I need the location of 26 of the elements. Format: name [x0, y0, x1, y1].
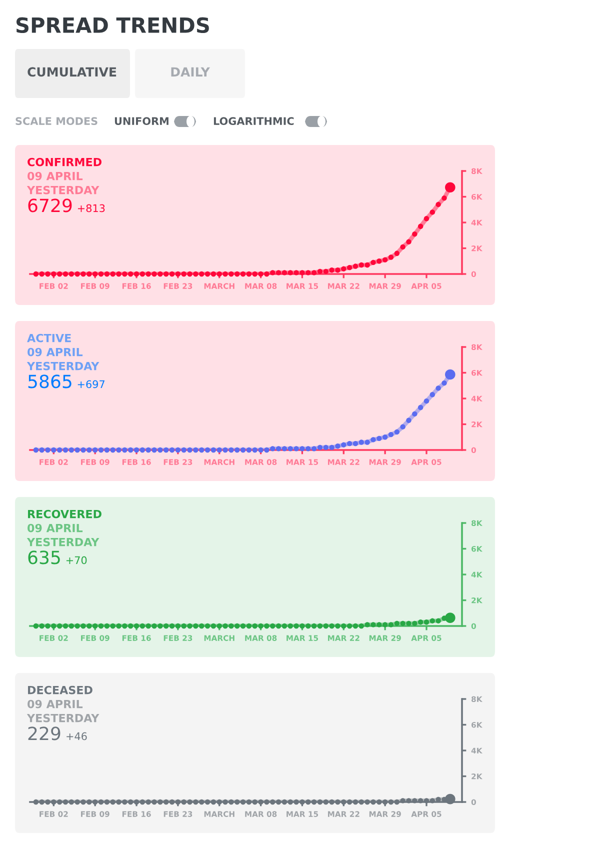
annotation: YESTERDAY — [26, 538, 100, 546]
chart-title: DECEASED — [28, 686, 92, 694]
chart-subtitle: 09 APRIL — [28, 524, 83, 532]
text: SCALE MODES — [16, 117, 98, 126]
annotation: YESTERDAY — [26, 714, 100, 722]
text: CUMULATIVE — [28, 67, 116, 77]
chart-title: ACTIVE — [27, 334, 71, 342]
text: UNIFORM — [114, 117, 168, 126]
annotation: YESTERDAY — [26, 186, 100, 194]
text: LOGARITHMIC — [214, 117, 294, 126]
text: SPREAD TRENDS — [16, 17, 209, 34]
annotation: +697 — [78, 380, 104, 388]
annotation: +70 — [66, 556, 87, 564]
annotation: 5865 — [28, 374, 72, 388]
annotation: 229 — [28, 726, 60, 740]
annotation: +46 — [66, 732, 87, 740]
chart-subtitle: 09 APRIL — [28, 172, 83, 180]
text: DAILY — [171, 67, 210, 76]
chart-subtitle: 09 APRIL — [28, 700, 83, 708]
chart-subtitle: 09 APRIL — [28, 348, 83, 356]
chart-title: RECOVERED — [28, 510, 102, 518]
annotation: +813 — [78, 204, 105, 212]
annotation: YESTERDAY — [26, 362, 100, 370]
chart-title: CONFIRMED — [28, 158, 102, 166]
annotation: 6729 — [28, 198, 72, 212]
annotation: 635 — [28, 550, 60, 564]
